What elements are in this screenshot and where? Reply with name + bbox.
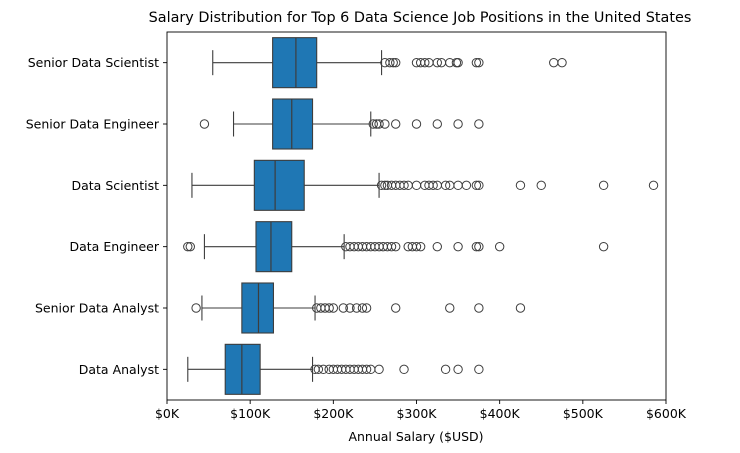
- outlier-point: [428, 180, 438, 191]
- x-axis-label: Annual Salary ($USD): [348, 429, 483, 444]
- outlier-point: [474, 57, 484, 68]
- box-group: [212, 37, 383, 89]
- x-tick-label: $100K: [230, 406, 271, 421]
- outlier-point: [549, 57, 559, 68]
- outlier-point: [471, 180, 482, 191]
- box-group: [191, 159, 380, 211]
- x-tick-label: $500K: [563, 406, 604, 421]
- y-tick-label: Data Engineer: [70, 239, 160, 254]
- box-group: [201, 282, 316, 334]
- outlier-point: [411, 119, 422, 129]
- outlier-point: [474, 303, 484, 313]
- outlier-point: [361, 303, 372, 313]
- outlier-point: [361, 364, 372, 375]
- y-tick-label: Data Scientist: [72, 178, 160, 193]
- y-tick-label: Senior Data Analyst: [35, 301, 159, 316]
- outlier-point: [313, 364, 324, 375]
- outlier-point: [440, 180, 451, 191]
- outlier-point: [328, 303, 339, 313]
- outlier-point: [345, 303, 355, 313]
- outlier-point: [471, 57, 482, 68]
- outlier-point: [399, 180, 409, 191]
- outlier-point: [453, 241, 463, 252]
- outlier-point: [598, 241, 609, 252]
- x-tick-label: $600K: [646, 406, 687, 421]
- outlier-point: [453, 119, 463, 129]
- outlier-point: [474, 364, 484, 375]
- outlier-point: [440, 364, 451, 375]
- y-axis: Senior Data Scientist Senior Data Enginee…: [26, 55, 167, 377]
- x-tick-label: $400K: [480, 406, 521, 421]
- outlier-point: [185, 241, 195, 252]
- outlier-point: [411, 241, 422, 252]
- outlier-point: [461, 180, 472, 191]
- outlier-point: [474, 180, 484, 191]
- outlier-point: [391, 303, 401, 313]
- outlier-point: [453, 180, 463, 191]
- x-tick-label: $300K: [396, 406, 437, 421]
- box-group: [232, 98, 372, 150]
- outlier-point: [191, 303, 201, 313]
- outlier-point: [388, 57, 398, 68]
- outlier-point: [183, 241, 193, 252]
- y-tick-label: Data Analyst: [79, 362, 159, 377]
- outlier-point: [357, 303, 368, 313]
- outlier-point: [445, 303, 455, 313]
- outlier-point: [420, 57, 430, 68]
- iqr-box: [241, 282, 275, 334]
- outlier-point: [411, 180, 422, 191]
- outlier-point: [391, 241, 401, 252]
- outlier-point: [368, 119, 378, 129]
- outliers-layer: [183, 57, 659, 375]
- outlier-point: [557, 57, 567, 68]
- outlier-point: [380, 119, 390, 129]
- box-group: [203, 221, 345, 273]
- outlier-point: [385, 57, 395, 68]
- y-tick-label: Senior Data Engineer: [26, 117, 160, 132]
- iqr-box: [272, 37, 318, 89]
- outlier-point: [374, 119, 384, 129]
- outlier-point: [380, 180, 390, 191]
- outlier-point: [494, 241, 505, 252]
- iqr-box: [255, 221, 293, 273]
- outlier-point: [648, 180, 659, 191]
- outlier-point: [432, 119, 442, 129]
- outlier-point: [432, 241, 442, 252]
- box-group: [187, 343, 314, 395]
- outlier-point: [386, 241, 397, 252]
- outlier-point: [432, 57, 442, 68]
- outlier-point: [453, 57, 463, 68]
- outlier-point: [324, 303, 334, 313]
- outlier-point: [374, 364, 384, 375]
- outlier-point: [536, 180, 546, 191]
- chart-title: Salary Distribution for Top 6 Data Scien…: [149, 10, 692, 26]
- iqr-box: [224, 343, 261, 395]
- outlier-point: [338, 303, 349, 313]
- outlier-point: [453, 364, 463, 375]
- y-tick-label: Senior Data Scientist: [28, 55, 159, 70]
- x-tick-label: $0K: [155, 406, 180, 421]
- iqr-box: [253, 159, 305, 211]
- outlier-point: [391, 57, 401, 68]
- outlier-point: [391, 119, 401, 129]
- outlier-point: [318, 364, 329, 375]
- outlier-point: [415, 241, 426, 252]
- outlier-point: [376, 180, 387, 191]
- outlier-point: [199, 119, 210, 129]
- outlier-point: [474, 119, 484, 129]
- outlier-point: [399, 364, 409, 375]
- outlier-point: [598, 180, 609, 191]
- x-tick-label: $200K: [313, 406, 354, 421]
- outlier-point: [351, 303, 362, 313]
- outlier-point: [515, 180, 526, 191]
- outlier-point: [474, 241, 484, 252]
- outlier-point: [471, 241, 482, 252]
- outlier-point: [515, 303, 526, 313]
- boxes-layer: [187, 37, 383, 395]
- iqr-box: [272, 98, 314, 150]
- x-axis: $0K $100K $200K $300K $400K $500K $600K: [155, 400, 687, 421]
